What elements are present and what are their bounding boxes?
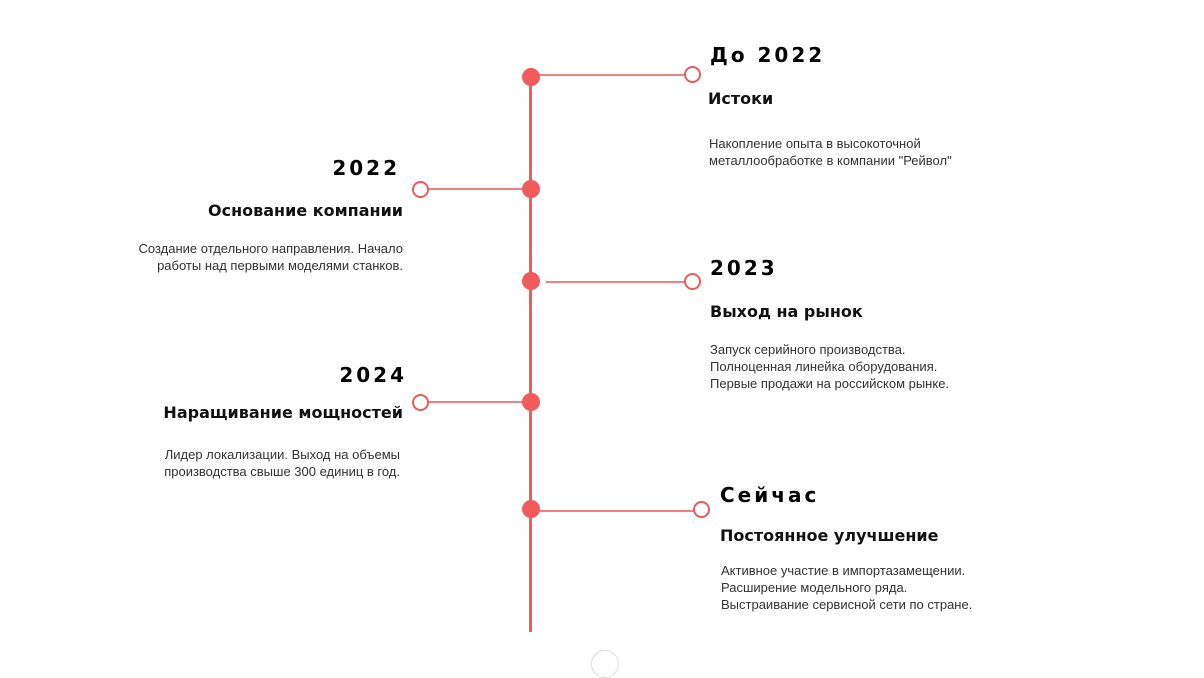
- timeline-ring-marker: [684, 273, 701, 290]
- timeline-title: Наращивание мощностей: [163, 403, 403, 422]
- connector-line: [536, 74, 688, 76]
- timeline-description: Создание отдельного направления. Начало …: [138, 241, 404, 273]
- timeline-title: Выход на рынок: [710, 302, 863, 321]
- timeline-dot: [522, 68, 540, 86]
- timeline-ring-marker: [412, 181, 429, 198]
- timeline-description: Активное участие в импортазамещении. Рас…: [721, 563, 973, 612]
- timeline-axis: [529, 70, 532, 632]
- timeline-title: Постоянное улучшение: [720, 526, 939, 545]
- timeline-description: Накопление опыта в высокоточной металлоо…: [709, 136, 952, 168]
- timeline-dot: [522, 180, 540, 198]
- timeline-dot: [522, 500, 540, 518]
- scroll-up-button[interactable]: [591, 650, 619, 678]
- timeline-title: Истоки: [708, 89, 774, 108]
- connector-line: [536, 510, 698, 512]
- timeline-year: Сейчас: [720, 483, 820, 507]
- timeline-ring-marker: [684, 66, 701, 83]
- timeline-dot: [522, 393, 540, 411]
- timeline-description: Лидер локализации. Выход на объемы произ…: [164, 447, 400, 479]
- connector-line: [546, 281, 688, 283]
- timeline-title: Основание компании: [208, 201, 403, 220]
- timeline-description: Запуск серийного производства. Полноценн…: [710, 342, 950, 391]
- timeline-dot: [522, 272, 540, 290]
- timeline-year: До 2022: [710, 43, 826, 67]
- timeline-ring-marker: [693, 501, 710, 518]
- timeline-ring-marker: [412, 394, 429, 411]
- timeline-year: 2024: [339, 363, 407, 387]
- connector-line: [426, 401, 526, 403]
- timeline-year: 2023: [710, 256, 778, 280]
- timeline-year: 2022: [332, 156, 400, 180]
- connector-line: [426, 188, 526, 190]
